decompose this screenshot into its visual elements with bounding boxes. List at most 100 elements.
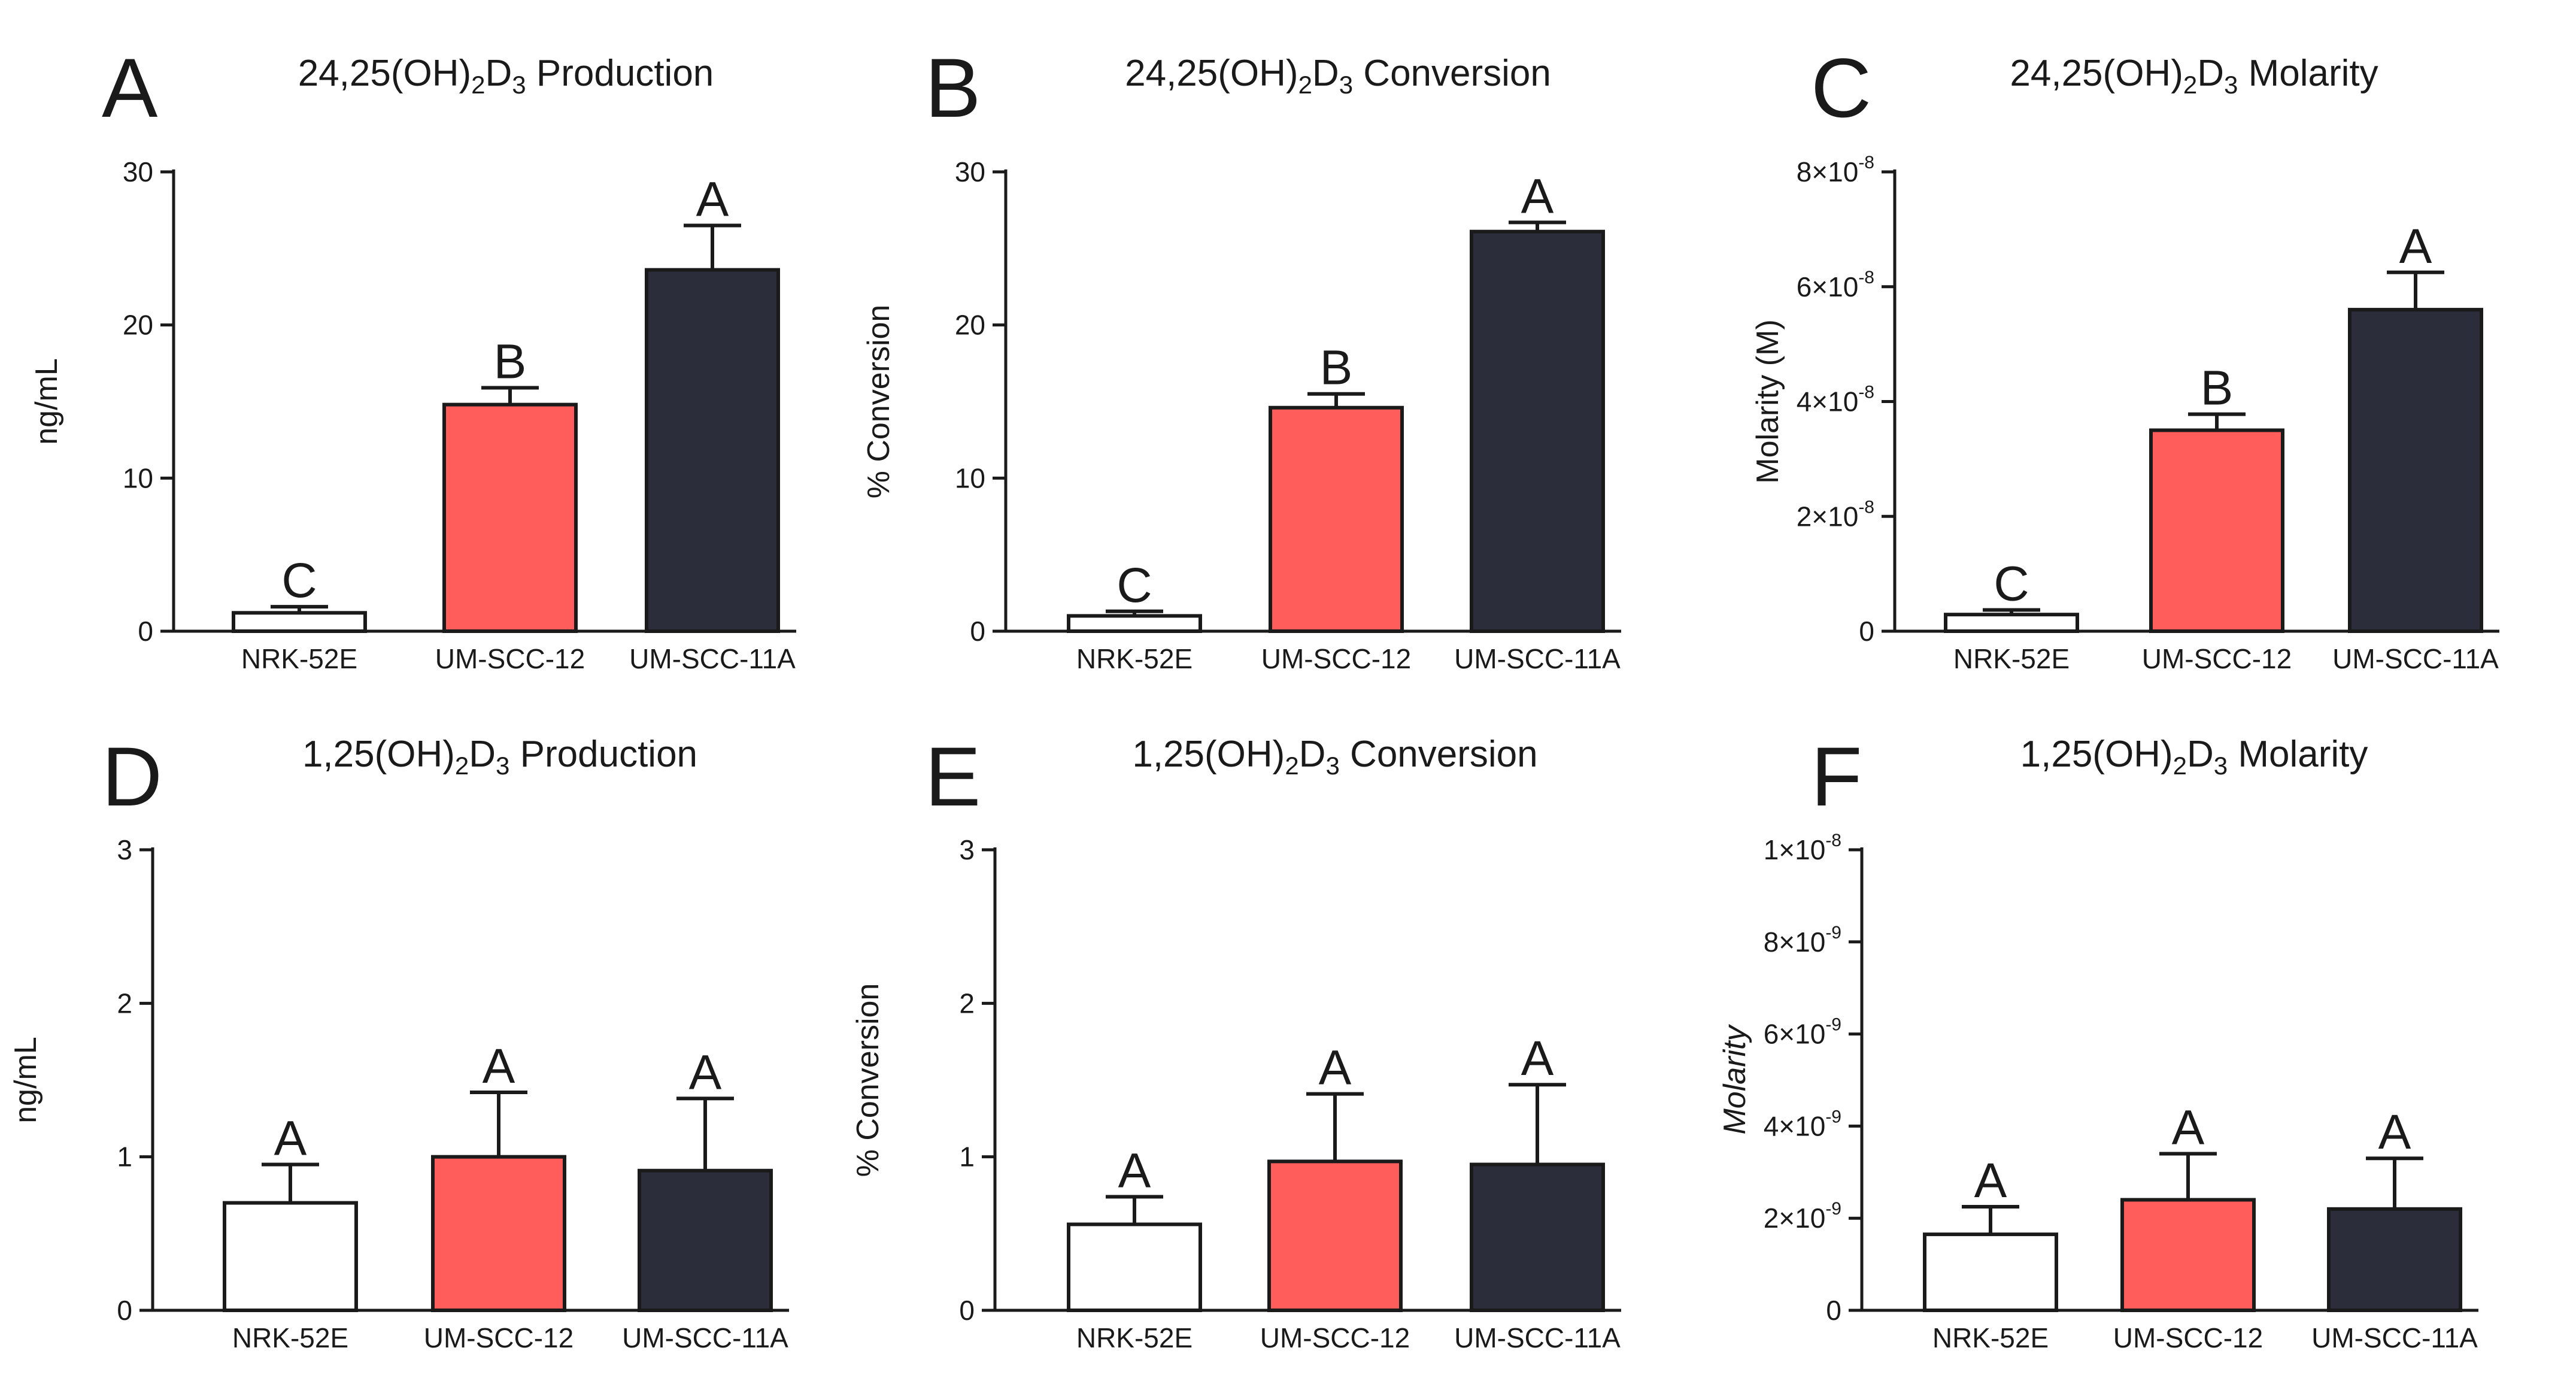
panel-letter: E <box>925 729 981 823</box>
title-part: Conversion <box>1340 734 1538 775</box>
y-axis-label: % Conversion <box>861 305 896 499</box>
title-subscript: 2 <box>1298 71 1312 99</box>
y-tick-label: 0 <box>1859 616 1874 647</box>
panel-letter: F <box>1811 729 1862 823</box>
significance-letter: A <box>2399 219 2432 274</box>
y-tick-base: 2 <box>117 988 132 1019</box>
x-category-label: UM-SCC-12 <box>2113 1322 2263 1353</box>
x-category-label: NRK-52E <box>1076 1322 1193 1353</box>
significance-letter: A <box>2172 1101 2205 1155</box>
bar-1 <box>1067 1222 1202 1313</box>
panel-f: F 1,25(OH)2D3 MolarityMolarity02×10-94×10… <box>1718 729 2478 1353</box>
y-tick-label: 2 <box>959 988 975 1019</box>
y-tick-exponent: -8 <box>1858 153 1874 172</box>
y-tick-base: 20 <box>955 310 985 341</box>
panel-letter: D <box>102 729 162 823</box>
title-part: 1,25(OH) <box>1132 734 1285 775</box>
panel-a: A 24,25(OH)2D3 Production ng/mL 0 10 20 30 C NRK… <box>29 41 796 674</box>
significance-letter: A <box>483 1039 515 1094</box>
y-tick-base: 0 <box>117 1295 132 1326</box>
y-tick-label: 0 <box>959 1295 975 1326</box>
y-tick-label: 20 <box>123 310 153 341</box>
title-part: 24,25(OH) <box>1125 53 1298 94</box>
significance-letter: A <box>1319 1041 1352 1095</box>
y-tick-exponent: -9 <box>1825 923 1841 943</box>
significance-letter: B <box>2201 361 2234 416</box>
y-tick-label: 1 <box>959 1141 975 1173</box>
bar-2 <box>2120 1198 2256 1312</box>
y-tick-label: 0 <box>138 616 153 647</box>
title-subscript: 3 <box>1339 71 1353 99</box>
x-category-label: UM-SCC-11A <box>1454 643 1621 674</box>
panel-title: 1,25(OH)2D3 Conversion <box>1132 734 1537 780</box>
panel-letter: B <box>925 41 981 135</box>
x-category-label: NRK-52E <box>1953 643 2070 674</box>
y-tick-base: 1 <box>959 1141 975 1173</box>
significance-letter: C <box>1116 558 1152 613</box>
y-tick-label: 2×10-8 <box>1797 497 1874 532</box>
title-subscript: 3 <box>2214 752 2228 780</box>
y-axis-label: ng/mL <box>29 358 64 445</box>
bar-3 <box>1470 1162 1605 1312</box>
bar-2 <box>431 1155 566 1312</box>
panel-d: D 1,25(OH)2D3 Productionng/mL0123ANRK-52E… <box>8 729 789 1353</box>
significance-letter: A <box>274 1111 307 1165</box>
y-tick-base: 1 <box>117 1141 132 1173</box>
significance-letter: A <box>696 172 729 226</box>
panel-title: 1,25(OH)2D3 Production <box>302 734 697 780</box>
y-tick-base: 0 <box>970 616 985 647</box>
y-tick-base: 1×10 <box>1764 834 1826 865</box>
y-tick-base: 10 <box>123 462 153 493</box>
y-tick-label: 4×10-8 <box>1797 383 1874 417</box>
y-tick-label: 8×10-9 <box>1764 923 1841 958</box>
y-tick-label: 3 <box>117 834 132 865</box>
y-tick-base: 3 <box>959 834 975 865</box>
y-tick-label: 6×10-9 <box>1764 1015 1841 1050</box>
y-tick-label: 4×10-9 <box>1764 1107 1841 1141</box>
bar-1 <box>232 611 367 634</box>
x-category-label: UM-SCC-11A <box>622 1322 788 1353</box>
y-tick-label: 20 <box>955 310 985 341</box>
x-category-label: UM-SCC-12 <box>2142 643 2292 674</box>
y-tick-base: 8×10 <box>1797 156 1859 187</box>
x-category-label: NRK-52E <box>1932 1322 2049 1353</box>
panel-title: 1,25(OH)2D3 Molarity <box>2020 734 2368 780</box>
bar-2 <box>1267 1159 1403 1313</box>
y-tick-label: 0 <box>117 1295 132 1326</box>
y-tick-base: 2×10 <box>1797 501 1859 532</box>
significance-letter: A <box>1118 1143 1151 1198</box>
y-tick-exponent: -8 <box>1858 383 1874 402</box>
y-tick-label: 2 <box>117 988 132 1019</box>
bar-2 <box>2149 428 2284 633</box>
significance-letter: A <box>2378 1105 2411 1159</box>
y-tick-base: 20 <box>123 310 153 341</box>
significance-letter: B <box>1320 341 1353 395</box>
title-subscript: 2 <box>2173 752 2187 780</box>
y-tick-base: 30 <box>955 156 985 187</box>
y-tick-label: 2×10-9 <box>1764 1199 1841 1234</box>
y-tick-exponent: -8 <box>1858 268 1874 287</box>
bar-3 <box>2327 1207 2462 1312</box>
y-tick-base: 4×10 <box>1797 386 1859 417</box>
significance-letter: A <box>1974 1153 2007 1208</box>
panel-title: 24,25(OH)2D3 Molarity <box>2010 53 2378 99</box>
y-tick-label: 3 <box>959 834 975 865</box>
significance-letter: A <box>689 1045 722 1100</box>
x-category-label: UM-SCC-11A <box>1454 1322 1621 1353</box>
y-axis-label: Molarity (M) <box>1750 319 1785 483</box>
significance-letter: A <box>1521 1031 1554 1086</box>
title-part: Production <box>526 53 714 94</box>
title-subscript: 2 <box>2183 71 2197 99</box>
y-tick-exponent: -9 <box>1825 1199 1841 1219</box>
x-category-label: UM-SCC-12 <box>1261 643 1411 674</box>
title-part: Production <box>509 734 697 775</box>
y-axis-label: ng/mL <box>8 1037 43 1123</box>
y-tick-label: 30 <box>123 156 153 187</box>
y-tick-base: 4×10 <box>1764 1110 1826 1141</box>
significance-letter: C <box>1994 557 2029 611</box>
y-tick-label: 0 <box>1826 1295 1841 1326</box>
x-category-label: UM-SCC-12 <box>424 1322 574 1353</box>
x-category-label: UM-SCC-11A <box>629 643 796 674</box>
x-category-label: UM-SCC-11A <box>2332 643 2499 674</box>
